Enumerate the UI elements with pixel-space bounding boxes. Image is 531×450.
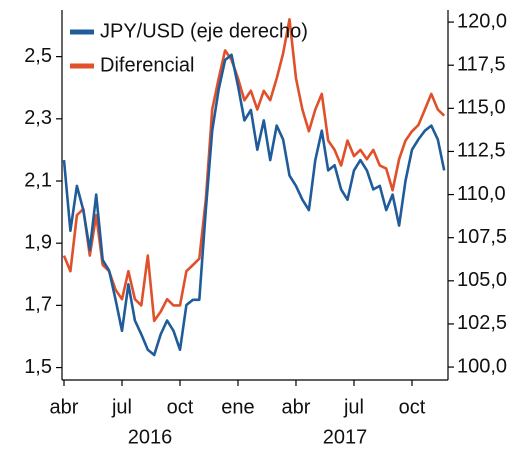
y-tick-label: 2,5 [24, 45, 52, 67]
x-tick-label: abr [50, 396, 79, 418]
y2-tick-label: 107,5 [457, 226, 507, 248]
y2-tick-label: 120,0 [457, 10, 507, 32]
year-label: 2016 [128, 426, 173, 448]
y2-tick-label: 112,5 [457, 140, 506, 162]
y-tick-label: 2,3 [24, 107, 52, 129]
y2-tick-label: 115,0 [457, 97, 506, 119]
y-tick-label: 1,9 [24, 231, 52, 253]
y-tick-label: 1,5 [24, 356, 52, 378]
y-tick-label: 2,1 [24, 169, 52, 191]
series-line [62, 53, 446, 357]
x-tick-label: ene [221, 396, 254, 418]
legend-label: Diferencial [100, 54, 194, 76]
x-tick-label: jul [111, 396, 132, 418]
x-tick-label: jul [343, 396, 364, 418]
y2-tick-label: 117,5 [457, 53, 506, 75]
x-tick-label: oct [399, 396, 426, 418]
y2-tick-label: 105,0 [457, 269, 507, 291]
x-tick-label: abr [282, 396, 311, 418]
legend-label: JPY/USD (eje derecho) [100, 20, 308, 42]
y-tick-label: 1,7 [24, 294, 52, 316]
year-label: 2017 [323, 426, 368, 448]
x-tick-label: oct [167, 396, 194, 418]
y2-tick-label: 102,5 [457, 312, 507, 334]
series-line [62, 18, 446, 323]
y2-tick-label: 100,0 [457, 355, 507, 377]
y2-tick-label: 110,0 [457, 183, 506, 205]
